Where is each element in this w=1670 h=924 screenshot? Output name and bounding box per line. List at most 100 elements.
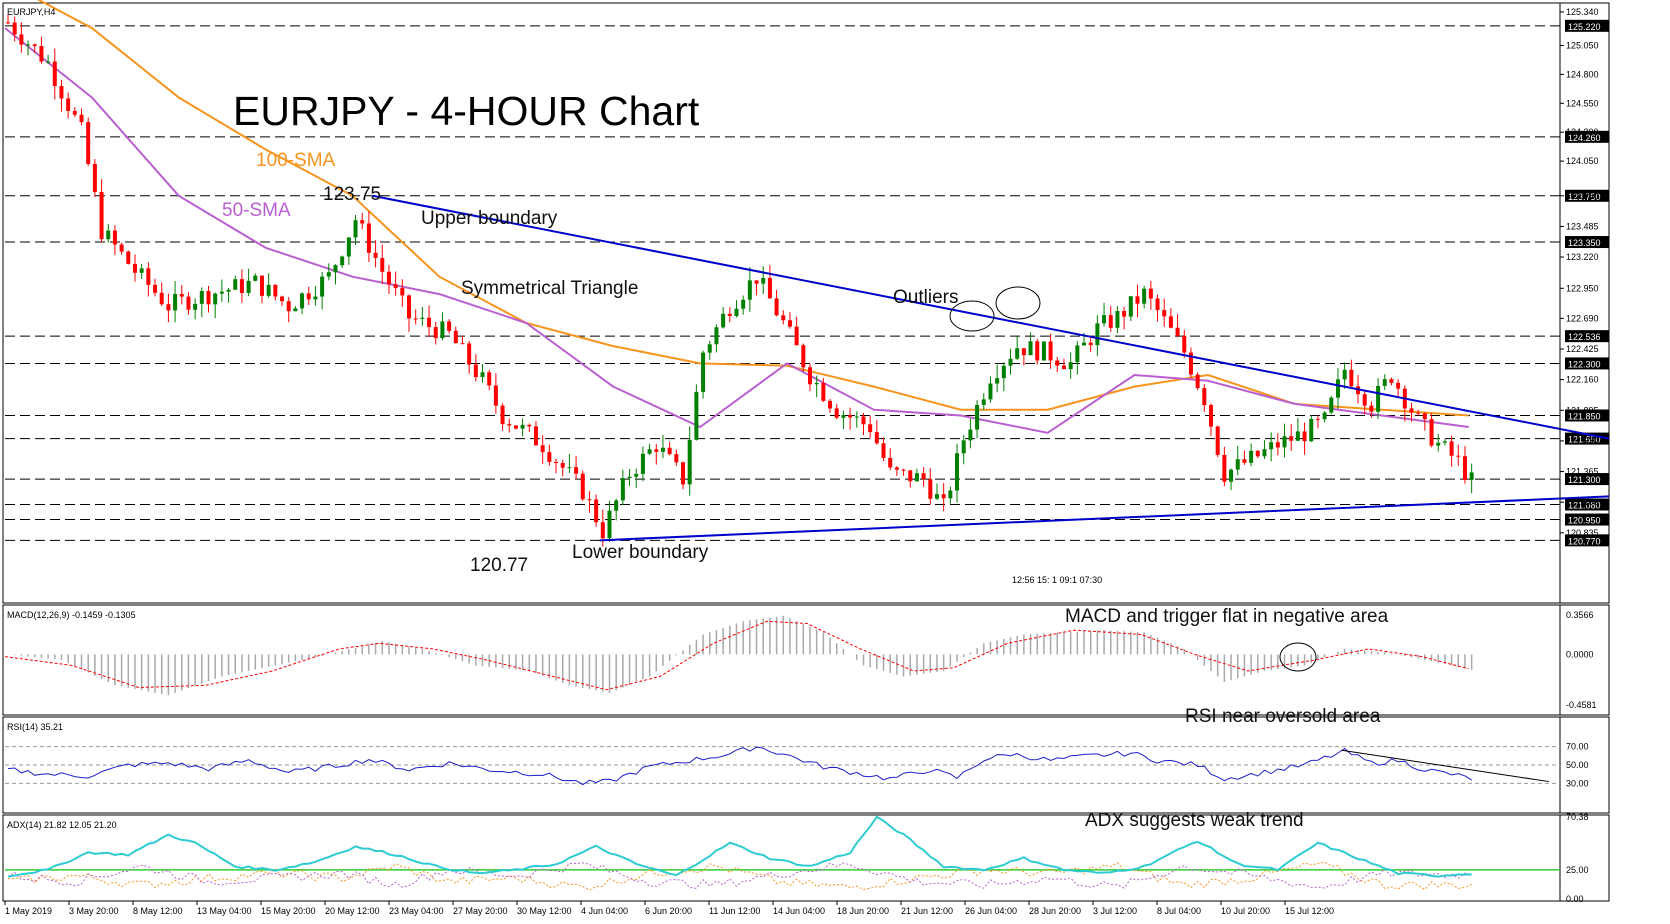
candle-body — [540, 445, 545, 453]
candle-body — [914, 473, 919, 482]
adx-note: ADX suggests weak trend — [1085, 810, 1304, 831]
x-tick-label: 27 May 20:00 — [453, 906, 508, 916]
candle-body — [166, 304, 171, 311]
candle-body — [995, 378, 1000, 384]
x-tick-label: 18 Jun 20:00 — [837, 906, 889, 916]
candle-body — [206, 291, 211, 305]
candle-body — [386, 271, 391, 285]
candle-body — [253, 275, 258, 281]
rsi-trendline — [1341, 749, 1549, 783]
candle-body — [1148, 288, 1153, 299]
candle-body — [1329, 397, 1334, 413]
candle-body — [1068, 362, 1073, 370]
candle-body — [660, 447, 665, 452]
candle-body — [787, 320, 792, 327]
candle-body — [1309, 418, 1314, 442]
candle-body — [1095, 323, 1100, 346]
x-tick-label: 23 May 04:00 — [389, 906, 444, 916]
x-tick-label: 21 Jun 12:00 — [901, 906, 953, 916]
candle-body — [86, 122, 91, 164]
candle-body — [1369, 405, 1374, 412]
candle-body — [126, 251, 131, 264]
candle-body — [1282, 436, 1287, 448]
candle-body — [286, 301, 291, 312]
candle-body — [72, 110, 77, 115]
candle-body — [92, 163, 97, 193]
price-tick-label: 125.050 — [1566, 40, 1599, 50]
candle-body — [112, 230, 117, 245]
level-tag-label: 120.770 — [1568, 536, 1601, 546]
candle-body — [767, 277, 772, 299]
lower-boundary-label: Lower boundary — [572, 542, 709, 563]
level-tag — [1565, 357, 1609, 370]
candle-body — [400, 288, 405, 296]
candle-body — [460, 343, 465, 345]
x-tick-label: 1 May 2019 — [5, 906, 52, 916]
candle-body — [707, 344, 712, 353]
x-tick-label: 3 May 20:00 — [69, 906, 119, 916]
candle-body — [600, 522, 605, 539]
candle-body — [1188, 352, 1193, 375]
candle-body — [1442, 441, 1447, 443]
candle-body — [507, 424, 512, 426]
candle-body — [320, 276, 325, 297]
level-tag-label: 125.220 — [1568, 22, 1601, 32]
level-tag — [1565, 513, 1609, 526]
candle-body — [694, 391, 699, 440]
candle-body — [1035, 341, 1040, 361]
candle-body — [153, 284, 158, 293]
x-tick-label: 4 Jun 04:00 — [581, 906, 628, 916]
candle-body — [1349, 369, 1354, 387]
price-tick-label: 124.050 — [1566, 156, 1599, 166]
chart-title: EURJPY - 4-HOUR Chart — [233, 88, 700, 134]
candle-body — [888, 457, 893, 468]
price-panel — [2, 2, 1610, 604]
candle-body — [233, 279, 238, 290]
candle-body — [801, 345, 806, 368]
candle-body — [955, 453, 960, 491]
price-tick-label: 124.800 — [1566, 69, 1599, 79]
candle-body — [520, 424, 525, 429]
level-tag-label: 124.260 — [1568, 133, 1601, 143]
candle-body — [1008, 358, 1013, 366]
candle-body — [193, 303, 198, 310]
x-tick-label: 28 Jun 20:00 — [1029, 906, 1081, 916]
candle-body — [687, 439, 692, 485]
candle-body — [1295, 431, 1300, 441]
candle-body — [1249, 450, 1254, 463]
x-tick-label: 26 Jun 04:00 — [965, 906, 1017, 916]
macd-tick-label: 0.0000 — [1566, 649, 1594, 659]
candle-body — [1001, 365, 1006, 379]
candle-body — [781, 315, 786, 321]
candle-body — [433, 327, 438, 339]
candle-body — [119, 244, 124, 252]
candle-body — [427, 317, 432, 328]
candle-body — [1315, 418, 1320, 420]
candle-body — [1128, 296, 1133, 317]
x-tick-label: 14 Jun 04:00 — [773, 906, 825, 916]
candle-body — [1082, 342, 1087, 346]
candle-body — [975, 404, 980, 430]
candle-body — [480, 372, 485, 378]
candle-body — [1229, 469, 1234, 482]
candle-body — [821, 382, 826, 401]
x-tick-label: 20 May 12:00 — [325, 906, 380, 916]
adx-minus-di-line — [7, 862, 1472, 889]
candle-body — [1376, 385, 1381, 412]
candle-body — [834, 408, 839, 418]
candle-body — [620, 478, 625, 501]
candle-body — [734, 308, 739, 317]
rsi-line — [7, 746, 1472, 786]
candle-body — [99, 192, 104, 240]
candle-body — [52, 61, 57, 87]
candle-body — [373, 252, 378, 258]
symbol-label: EURJPY,H4 — [7, 7, 55, 17]
candle-body — [1115, 311, 1120, 328]
candle-body — [313, 296, 318, 300]
candle-body — [500, 405, 505, 425]
sma50-label: 50-SMA — [222, 200, 291, 221]
price-tick-label: 121.365 — [1566, 467, 1599, 477]
level-tag — [1565, 498, 1609, 511]
candle-body — [239, 279, 244, 293]
